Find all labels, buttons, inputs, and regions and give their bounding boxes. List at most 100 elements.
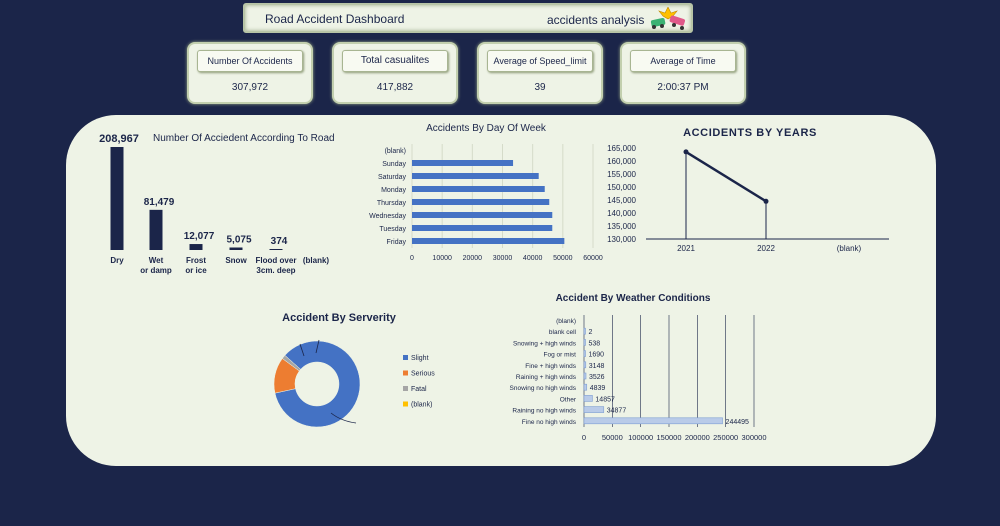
- weather-bar-3: [583, 350, 586, 357]
- severity-legend-label: Fatal: [411, 386, 427, 393]
- year-x-label: (blank): [837, 244, 862, 253]
- kpi-label: Average of Time: [630, 50, 736, 72]
- road-bar-4: [269, 249, 283, 250]
- weather-category-label: (blank): [556, 318, 576, 325]
- road-bar-0: [110, 147, 124, 250]
- charts-canvas: Number Of Acciedent According To Road 20…: [99, 123, 889, 442]
- day-category-label: Sunday: [382, 161, 406, 168]
- road-chart-title: Number Of Acciedent According To Road: [153, 133, 335, 144]
- year-y-tick: 130,000: [607, 235, 636, 244]
- day-bar-1: [412, 160, 514, 166]
- day-bar-3: [412, 186, 545, 192]
- severity-donut-chart: Accident By Serverity Slight Serious Fatal…: [273, 312, 435, 428]
- weather-data-label: 3526: [589, 374, 605, 381]
- kpi-value: 307,972: [231, 82, 269, 93]
- weather-data-label: 14857: [595, 396, 615, 403]
- road-category-label: Frost or ice: [185, 256, 207, 275]
- weather-category-label: Other: [560, 396, 577, 403]
- charts-panel: Number Of Acciedent According To Road 20…: [66, 115, 936, 466]
- year-y-tick: 140,000: [607, 209, 636, 218]
- road-bar-3: [229, 247, 243, 250]
- day-x-tick: 40000: [523, 255, 543, 262]
- weather-bar-7: [583, 395, 593, 402]
- dashboard-subtitle: accidents analysis: [547, 13, 645, 27]
- road-category-label: Flood over 3cm. deep: [256, 256, 297, 275]
- kpi-value: 2:00:37 PM: [657, 82, 709, 93]
- weather-data-label: 4839: [590, 385, 606, 392]
- weather-bar-6: [583, 383, 588, 391]
- weather-conditions-chart: Accident By Weather Conditions 0 50000 100…: [510, 293, 767, 442]
- day-category-label: Monday: [381, 187, 406, 194]
- kpi-card-average-time: Average of Time 2:00:37 PM: [620, 42, 746, 104]
- road-bar-1: [149, 209, 163, 250]
- weather-category-label: Snowing + high winds: [513, 340, 577, 347]
- weather-category-label: Fine + high winds: [525, 363, 577, 370]
- kpi-card-number-of-accidents: Number Of Accidents 307,972: [187, 42, 313, 104]
- weather-category-label: Snowing no high winds: [510, 385, 577, 392]
- weather-bar-8: [583, 406, 605, 413]
- day-x-tick: 0: [410, 255, 414, 262]
- road-category-label: Wet or damp: [140, 256, 172, 275]
- day-x-tick: 30000: [493, 255, 513, 262]
- road-bar-2: [189, 244, 203, 250]
- weather-chart-title: Accident By Weather Conditions: [556, 293, 711, 304]
- year-y-tick: 135,000: [607, 222, 636, 231]
- severity-chart-title: Accident By Serverity: [282, 312, 397, 324]
- severity-legend-label: Slight: [411, 355, 429, 362]
- dashboard-title: Road Accident Dashboard: [265, 12, 405, 26]
- kpi-label: Number Of Accidents: [197, 50, 303, 72]
- weather-bar-5: [583, 372, 587, 380]
- accidents-by-years-chart: ACCIDENTS BY YEARS 165,000 160,000 155,000…: [607, 127, 889, 253]
- weather-data-label: 244495: [726, 419, 749, 426]
- severity-legend-swatch: [403, 355, 408, 360]
- weather-data-label: 538: [589, 340, 601, 347]
- year-x-label: 2021: [677, 244, 695, 253]
- day-bar-6: [412, 225, 553, 231]
- severity-slice-slight: [274, 340, 361, 428]
- road-data-label: 208,967: [99, 133, 139, 145]
- day-chart-title: Accidents By Day Of Week: [426, 123, 547, 134]
- year-point-0: [683, 149, 689, 155]
- day-category-label: Saturday: [378, 174, 407, 181]
- day-x-tick: 10000: [432, 255, 452, 262]
- severity-legend-label: Serious: [411, 371, 435, 378]
- severity-leader-line: [299, 343, 305, 357]
- day-category-label: Wednesday: [369, 213, 406, 220]
- year-y-tick: 155,000: [607, 170, 636, 179]
- year-y-tick: 150,000: [607, 183, 636, 192]
- severity-legend-label: (blank): [411, 402, 432, 409]
- kpi-value: 39: [534, 82, 546, 93]
- kpi-label: Total casualites: [342, 50, 448, 72]
- weather-category-label: Fine no high winds: [522, 419, 577, 426]
- road-data-label: 374: [271, 236, 288, 247]
- severity-leader-line: [315, 339, 320, 354]
- year-x-label: 2022: [757, 244, 775, 253]
- weather-x-tick: 150000: [656, 433, 681, 442]
- weather-data-label: 2: [589, 329, 593, 336]
- road-category-label: Dry: [110, 256, 124, 265]
- road-category-label: Snow: [225, 256, 247, 265]
- weather-x-tick: 250000: [713, 433, 738, 442]
- day-bar-7: [412, 238, 565, 244]
- severity-leader-line: [330, 412, 357, 424]
- year-y-tick: 160,000: [607, 157, 636, 166]
- car-crash-icon: [650, 7, 686, 30]
- weather-bar-9: [583, 417, 723, 425]
- weather-bar-4: [583, 361, 587, 369]
- severity-legend-swatch: [403, 386, 408, 391]
- road-category-label: (blank): [303, 256, 330, 265]
- year-y-tick: 165,000: [607, 144, 636, 153]
- road-surface-chart: Number Of Acciedent According To Road 20…: [99, 133, 334, 275]
- weather-data-label: 1690: [589, 352, 605, 359]
- kpi-label: Average of Speed_limit: [487, 50, 593, 72]
- weather-category-label: Fog or mist: [543, 352, 576, 359]
- severity-slice-fatal: [282, 355, 301, 372]
- road-data-label: 81,479: [144, 197, 175, 208]
- road-data-label: 5,075: [226, 234, 251, 245]
- weather-x-tick: 0: [582, 433, 586, 442]
- kpi-card-total-casualties: Total casualites 417,882: [332, 42, 458, 104]
- severity-legend-swatch: [403, 370, 408, 376]
- weather-x-tick: 300000: [741, 433, 766, 442]
- year-point-1: [763, 198, 769, 204]
- day-category-label: (blank): [385, 148, 406, 155]
